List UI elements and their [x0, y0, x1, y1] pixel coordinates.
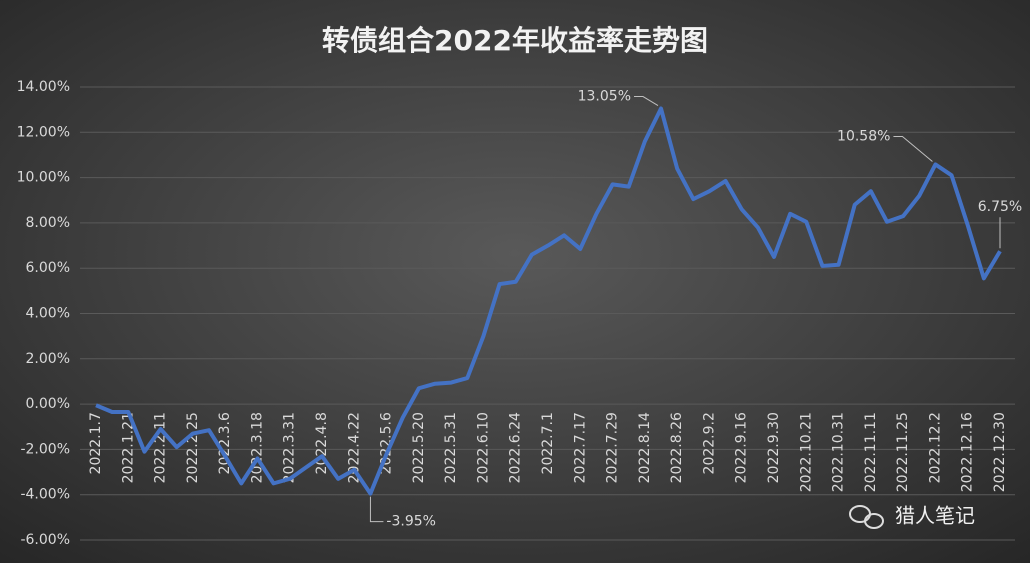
x-tick-label: 2022.9.30	[766, 412, 782, 483]
data-label: 10.58%	[837, 128, 890, 144]
data-label: -3.95%	[386, 514, 436, 530]
y-tick-label: 6.00%	[26, 260, 70, 276]
x-tick-label: 2022.1.21	[120, 412, 136, 483]
x-tick-label: 2022.8.14	[637, 412, 653, 483]
x-tick-label: 2022.11.11	[863, 412, 879, 492]
x-tick-label: 2022.12.2	[927, 412, 943, 483]
y-tick-label: 14.00%	[17, 79, 70, 95]
x-tick-label: 2022.10.31	[831, 412, 847, 492]
x-tick-label: 2022.10.21	[798, 412, 814, 492]
x-tick-label: 2022.1.7	[88, 412, 104, 474]
x-tick-label: 2022.4.22	[346, 412, 362, 483]
x-tick-label: 2022.9.2	[701, 412, 717, 474]
leader-line	[369, 496, 384, 523]
x-tick-label: 2022.5.31	[443, 412, 459, 483]
watermark: 猎人笔记	[895, 504, 975, 528]
y-tick-label: 12.00%	[17, 124, 70, 140]
x-tick-label: 2022.8.26	[669, 412, 685, 483]
chart-title: 转债组合2022年收益率走势图	[322, 24, 708, 57]
series-line	[95, 106, 1002, 496]
watermark-icon	[849, 505, 884, 529]
y-tick-label: -6.00%	[20, 532, 70, 548]
x-tick-label: 2022.3.6	[217, 412, 233, 474]
x-tick-label: 2022.12.16	[960, 412, 976, 492]
y-tick-label: -4.00%	[20, 487, 70, 503]
x-tick-label: 2022.9.16	[734, 412, 750, 483]
y-tick-label: 8.00%	[26, 215, 70, 231]
y-tick-label: 0.00%	[26, 396, 70, 412]
leader-line	[634, 96, 659, 106]
data-label: 13.05%	[578, 89, 631, 105]
x-tick-label: 2022.2.25	[185, 412, 201, 483]
y-tick-label: 2.00%	[26, 351, 70, 367]
x-tick-label: 2022.3.31	[282, 412, 298, 483]
x-tick-label: 2022.11.25	[895, 412, 911, 492]
x-tick-label: 2022.3.18	[249, 412, 265, 483]
leader-line	[893, 135, 933, 162]
x-tick-label: 2022.5.20	[411, 412, 427, 483]
x-tick-label: 2022.7.17	[572, 412, 588, 483]
x-tick-label: 2022.7.29	[605, 412, 621, 483]
data-label: 6.75%	[978, 199, 1022, 215]
y-tick-label: 10.00%	[17, 170, 70, 186]
y-tick-label: -2.00%	[20, 441, 70, 457]
x-tick-label: 2022.6.10	[475, 412, 491, 483]
x-tick-label: 2022.6.24	[508, 412, 524, 483]
x-tick-label: 2022.7.1	[540, 412, 556, 474]
x-tick-label: 2022.2.11	[153, 412, 169, 483]
y-tick-label: 4.00%	[26, 306, 70, 322]
x-tick-label: 2022.12.30	[992, 412, 1008, 492]
